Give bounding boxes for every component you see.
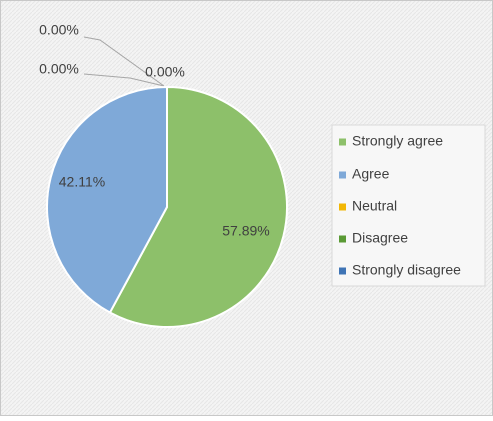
legend-box <box>331 124 486 287</box>
legend-label: Strongly agree <box>352 133 443 149</box>
data-label: 0.00% <box>39 61 79 77</box>
pie-slice <box>108 85 288 328</box>
legend-marker <box>339 203 346 211</box>
legend-label: Neutral <box>352 198 397 214</box>
data-label: 0.00% <box>39 22 79 38</box>
legend-marker <box>339 171 346 179</box>
legend-marker <box>339 267 346 275</box>
legend-marker <box>339 138 346 146</box>
leader-lines <box>83 36 165 87</box>
legend-marker <box>339 235 346 243</box>
legend-label: Agree <box>352 166 390 182</box>
legend-label: Disagree <box>352 230 408 246</box>
data-label: 0.00% <box>145 64 185 80</box>
data-label: 57.89% <box>222 223 269 239</box>
pie-slice <box>46 85 168 314</box>
legend-label: Strongly disagree <box>352 262 461 278</box>
data-label: 42.11% <box>59 174 105 190</box>
